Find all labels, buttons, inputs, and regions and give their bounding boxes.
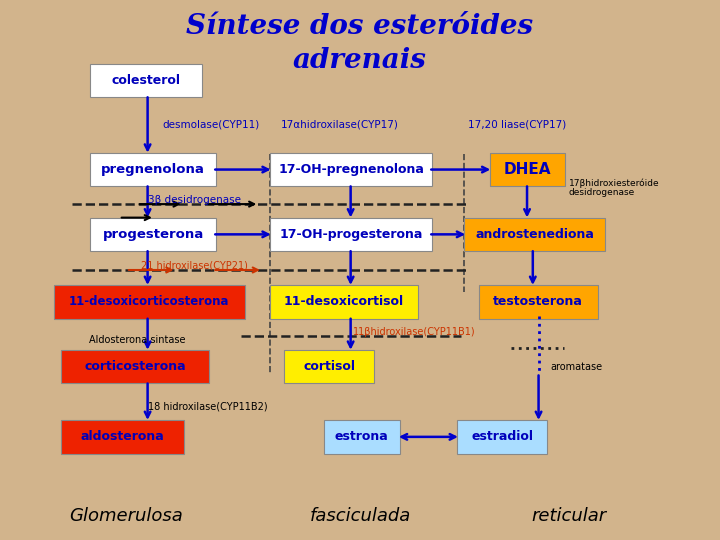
FancyBboxPatch shape [270,153,432,186]
Text: Síntese dos esteróides: Síntese dos esteróides [186,14,534,40]
Text: adrenais: adrenais [293,47,427,74]
Text: colesterol: colesterol [112,74,180,87]
Text: 11-desoxicorticosterona: 11-desoxicorticosterona [69,295,230,308]
Text: 17-OH-progesterona: 17-OH-progesterona [279,228,423,241]
Text: corticosterona: corticosterona [84,360,186,373]
FancyBboxPatch shape [490,153,565,186]
Text: 18 hidroxilase(CYP11B2): 18 hidroxilase(CYP11B2) [148,401,267,411]
Text: aldosterona: aldosterona [81,430,164,443]
Text: DHEA: DHEA [504,162,551,177]
FancyBboxPatch shape [61,420,184,454]
Text: progesterona: progesterona [102,228,204,241]
Text: androstenediona: androstenediona [475,228,594,241]
Text: 17αhidroxilase(CYP17): 17αhidroxilase(CYP17) [281,119,399,129]
FancyBboxPatch shape [90,64,202,97]
Text: reticular: reticular [531,507,606,525]
Text: Aldosterona sintase: Aldosterona sintase [89,335,185,345]
Text: 3β desidrogenase: 3β desidrogenase [148,195,241,205]
FancyBboxPatch shape [90,218,216,251]
Text: pregnenolona: pregnenolona [101,163,205,176]
FancyBboxPatch shape [464,218,605,251]
Text: 17βhidroxiesteróide: 17βhidroxiesteróide [569,179,660,188]
FancyBboxPatch shape [270,285,418,319]
Text: 21 hidroxilase(CYP21): 21 hidroxilase(CYP21) [141,261,248,271]
Text: 17,20 liase(CYP17): 17,20 liase(CYP17) [468,119,566,129]
Text: estrona: estrona [335,430,389,443]
Text: fasciculada: fasciculada [310,507,410,525]
Text: Glomerulosa: Glomerulosa [69,507,183,525]
FancyBboxPatch shape [457,420,547,454]
FancyBboxPatch shape [324,420,400,454]
Text: desidrogenase: desidrogenase [569,188,635,197]
Text: 11βhidroxilase(CYP11B1): 11βhidroxilase(CYP11B1) [353,327,475,337]
FancyBboxPatch shape [90,153,216,186]
FancyBboxPatch shape [284,350,374,383]
Text: testosterona: testosterona [493,295,583,308]
FancyBboxPatch shape [479,285,598,319]
Text: desmolase(CYP11): desmolase(CYP11) [162,119,259,129]
FancyBboxPatch shape [270,218,432,251]
Text: estradiol: estradiol [471,430,534,443]
Text: aromatase: aromatase [551,362,603,372]
Text: cortisol: cortisol [303,360,356,373]
Text: 11-desoxicortisol: 11-desoxicortisol [284,295,404,308]
Text: 17-OH-pregnenolona: 17-OH-pregnenolona [278,163,424,176]
FancyBboxPatch shape [61,350,209,383]
FancyBboxPatch shape [54,285,245,319]
